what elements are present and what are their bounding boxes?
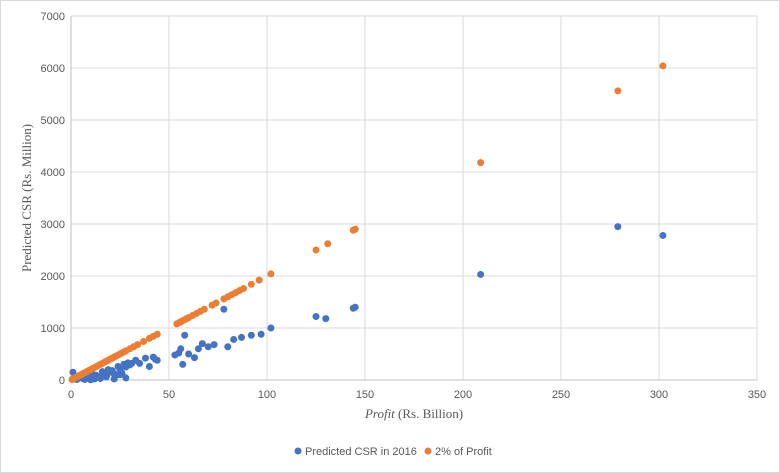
predicted-csr-point: [116, 371, 124, 379]
predicted-csr-point: [198, 340, 206, 348]
y-tick-label: 1000: [41, 323, 65, 335]
two-percent-profit-point: [247, 280, 255, 288]
x-tick-label: 150: [356, 389, 374, 401]
legend-label-two-percent-profit: 2% of Profit: [435, 446, 492, 458]
legend: Predicted CSR in 2016 2% of Profit: [294, 446, 492, 458]
x-tick-label: 200: [454, 389, 472, 401]
predicted-csr-point: [267, 324, 275, 332]
x-axis-title: Profit (Rs. Billion): [364, 406, 463, 421]
y-tick-label: 4000: [41, 167, 65, 179]
two-percent-profit-point: [614, 87, 622, 95]
predicted-csr-point: [614, 223, 622, 231]
predicted-csr-point: [179, 360, 187, 368]
two-percent-profit-point: [267, 270, 275, 278]
y-tick-label: 6000: [41, 63, 65, 75]
predicted-csr-point: [122, 374, 130, 382]
predicted-csr-point: [204, 343, 212, 351]
legend-marker-two-percent-profit: [424, 447, 432, 455]
predicted-csr-point: [224, 343, 232, 351]
predicted-csr-point: [322, 315, 330, 323]
predicted-csr-point: [102, 373, 110, 381]
series-0: [69, 223, 667, 384]
x-axis-title-unit: (Rs. Billion): [395, 406, 463, 421]
x-tick-label: 50: [163, 389, 175, 401]
y-tick-label: 0: [59, 375, 65, 387]
predicted-csr-point: [257, 330, 265, 338]
predicted-csr-point: [477, 270, 485, 278]
two-percent-profit-point: [212, 299, 220, 307]
x-tick-label: 100: [258, 389, 276, 401]
x-tick-label: 350: [748, 389, 766, 401]
two-percent-profit-point: [324, 240, 332, 248]
two-percent-profit-point: [659, 62, 667, 70]
tick-labels: 0 1000 2000 3000 4000 5000 6000 7000 0 50 100 150 20…: [41, 11, 767, 401]
legend-marker-predicted-csr: [294, 447, 302, 455]
gridlines: [71, 15, 758, 380]
x-tick-label: 300: [650, 389, 668, 401]
predicted-csr-point: [145, 362, 153, 370]
predicted-csr-point: [220, 305, 228, 313]
predicted-csr-point: [181, 331, 189, 339]
predicted-csr-point: [238, 333, 246, 341]
two-percent-profit-point: [255, 276, 263, 284]
two-percent-profit-point: [200, 305, 208, 313]
x-tick-label: 0: [68, 389, 74, 401]
predicted-csr-point: [141, 354, 149, 362]
x-tick-label: 250: [552, 389, 570, 401]
predicted-csr-point: [194, 345, 202, 353]
two-percent-profit-point: [239, 284, 247, 292]
predicted-csr-point: [185, 350, 193, 358]
predicted-csr-point: [312, 313, 320, 321]
predicted-csr-point: [91, 374, 99, 382]
y-tick-label: 2000: [41, 271, 65, 283]
y-tick-label: 7000: [41, 11, 65, 23]
predicted-csr-point: [177, 345, 185, 353]
two-percent-profit-point: [477, 159, 485, 167]
two-percent-profit-point: [312, 246, 320, 254]
predicted-csr-point: [230, 335, 238, 343]
two-percent-profit-point: [351, 225, 359, 233]
y-tick-label: 3000: [41, 219, 65, 231]
predicted-csr-point: [190, 354, 198, 362]
two-percent-profit-point: [140, 338, 148, 346]
two-percent-profit-point: [134, 341, 142, 349]
predicted-csr-point: [247, 331, 255, 339]
axes: [70, 16, 757, 381]
data-points: [68, 62, 667, 384]
predicted-csr-point: [110, 375, 118, 383]
predicted-csr-point: [153, 356, 161, 364]
x-axis-title-italic: Profit: [364, 406, 395, 421]
predicted-csr-point: [136, 359, 144, 367]
y-axis-title: Predicted CSR (Rs. Million): [19, 124, 34, 272]
two-percent-profit-point: [153, 330, 161, 338]
predicted-csr-point: [351, 303, 359, 311]
y-tick-label: 5000: [41, 115, 65, 127]
legend-label-predicted-csr: Predicted CSR in 2016: [305, 446, 417, 458]
predicted-csr-point: [659, 231, 667, 239]
series-1: [68, 62, 667, 383]
predicted-csr-point: [210, 341, 218, 349]
predicted-csr-point: [96, 374, 104, 382]
